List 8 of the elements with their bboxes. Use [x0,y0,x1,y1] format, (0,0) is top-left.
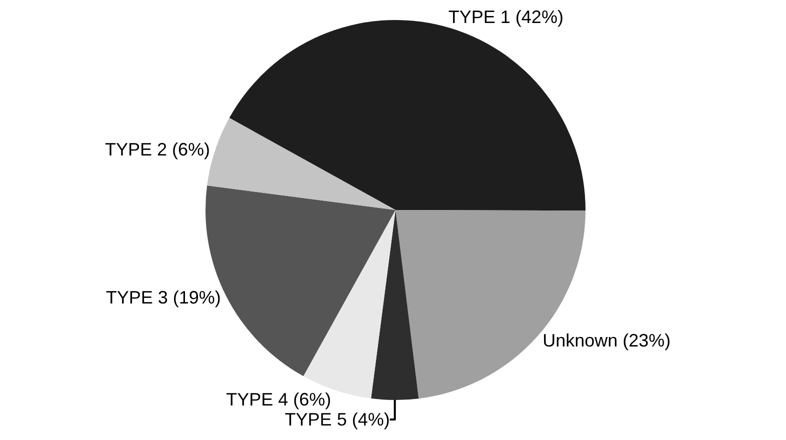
slice-label: TYPE 3 (19%) [106,288,221,308]
slice-label: TYPE 5 (4%) [284,410,390,430]
slice-label: TYPE 2 (6%) [104,140,210,160]
pie-slice [207,118,396,210]
pie-slice [371,210,419,400]
slice-label: Unknown (23%) [542,330,671,351]
slice-label: TYPE 1 (42%) [448,6,564,27]
slice-label: TYPE 4 (6%) [226,390,332,410]
